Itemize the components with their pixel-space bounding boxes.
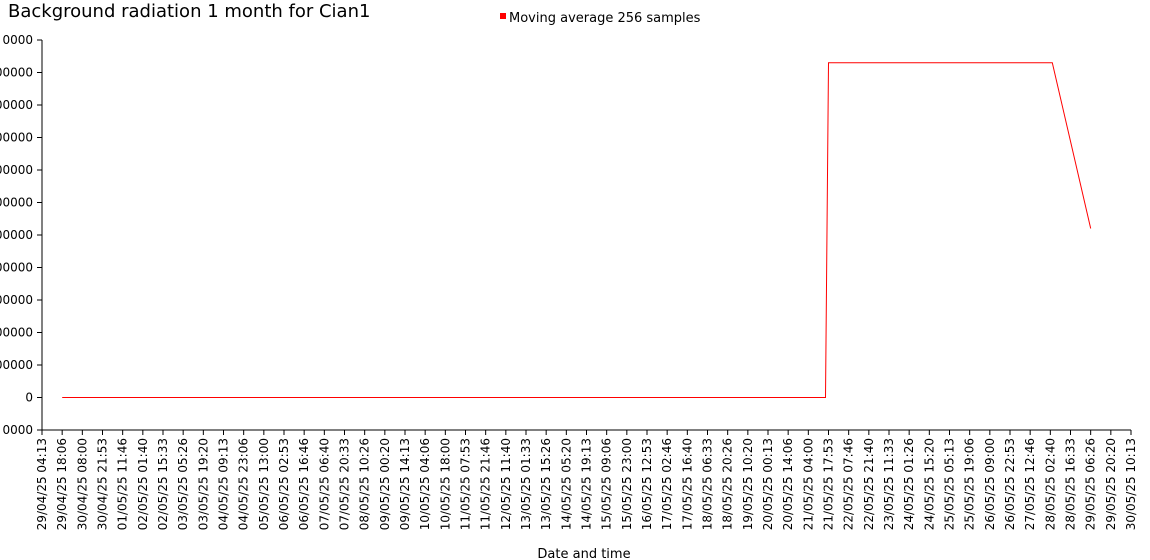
x-tick-label: 10/05/25 18:00 <box>438 438 452 530</box>
x-tick-label: 04/05/25 23:06 <box>237 438 251 530</box>
x-tick-label: 26/05/25 22:53 <box>1003 438 1017 530</box>
x-tick-label: 30/04/25 21:53 <box>96 438 110 530</box>
x-tick-label: 07/05/25 06:40 <box>317 438 331 530</box>
legend-swatch <box>500 13 506 19</box>
x-tick-label: 21/05/25 17:53 <box>822 438 836 530</box>
x-tick-label: 30/05/25 10:13 <box>1124 438 1138 530</box>
x-tick-label: 17/05/25 02:46 <box>660 438 674 530</box>
x-tick-label: 11/05/25 07:53 <box>459 438 473 530</box>
axes <box>41 40 1131 431</box>
x-tick-label: 23/05/25 11:33 <box>882 438 896 530</box>
x-tick-label: 27/05/25 12:46 <box>1023 438 1037 530</box>
x-tick-label: 14/05/25 19:13 <box>580 438 594 530</box>
x-tick-label: 18/05/25 20:26 <box>721 438 735 530</box>
y-axis-ticks: 0000 0000 0000 0000 0000 0000 0000 0000 0000 0000… <box>0 33 42 437</box>
x-tick-label: 22/05/25 07:46 <box>842 438 856 530</box>
legend: Moving average 256 samples <box>500 11 701 26</box>
chart-title: Background radiation 1 month for Cian1 <box>8 1 370 22</box>
x-tick-label: 15/05/25 23:00 <box>620 438 634 530</box>
x-tick-label: 13/05/25 15:26 <box>539 438 553 530</box>
legend-label: Moving average 256 samples <box>509 11 701 26</box>
series-layer <box>62 62 1092 398</box>
y-tick-label: 0000 <box>2 423 33 437</box>
x-tick-label: 20/05/25 00:13 <box>761 438 775 530</box>
x-tick-label: 13/05/25 01:33 <box>519 438 533 530</box>
x-tick-label: 20/05/25 14:06 <box>781 438 795 530</box>
x-tick-label: 29/05/25 06:26 <box>1084 438 1098 530</box>
x-tick-label: 07/05/25 20:33 <box>338 438 352 530</box>
x-axis-label: Date and time <box>537 547 630 560</box>
x-tick-label: 12/05/25 11:40 <box>499 438 513 530</box>
x-tick-label: 05/05/25 13:00 <box>257 438 271 530</box>
x-tick-label: 24/05/25 01:26 <box>902 438 916 530</box>
x-tick-label: 25/05/25 19:06 <box>963 438 977 530</box>
x-tick-label: 21/05/25 04:00 <box>801 438 815 530</box>
y-tick-label: 0 <box>25 391 33 405</box>
x-tick-label: 03/05/25 19:20 <box>196 438 210 530</box>
x-tick-label: 29/04/25 04:13 <box>35 438 49 530</box>
x-tick-label: 04/05/25 09:13 <box>217 438 231 530</box>
x-tick-label: 25/05/25 05:13 <box>943 438 957 530</box>
x-tick-label: 29/05/25 20:20 <box>1104 438 1118 530</box>
series-line <box>62 62 1092 398</box>
x-tick-label: 30/04/25 08:00 <box>75 438 89 530</box>
x-tick-label: 06/05/25 16:46 <box>297 438 311 530</box>
x-tick-label: 22/05/25 21:40 <box>862 438 876 530</box>
x-tick-label: 06/05/25 02:53 <box>277 438 291 530</box>
x-axis-ticks: 29/04/25 04:13 29/04/25 18:06 30/04/25 08:… <box>35 430 1138 530</box>
x-tick-label: 10/05/25 04:06 <box>418 438 432 530</box>
x-tick-label: 26/05/25 09:00 <box>983 438 997 530</box>
x-tick-label: 08/05/25 10:26 <box>358 438 372 530</box>
x-tick-label: 16/05/25 12:53 <box>640 438 654 530</box>
x-tick-label: 28/05/25 16:33 <box>1064 438 1078 530</box>
x-tick-label: 09/05/25 00:20 <box>378 438 392 530</box>
x-tick-label: 29/04/25 18:06 <box>55 438 69 530</box>
x-tick-label: 02/05/25 01:40 <box>136 438 150 530</box>
x-tick-label: 09/05/25 14:13 <box>398 438 412 530</box>
x-tick-label: 11/05/25 21:46 <box>479 438 493 530</box>
x-tick-label: 01/05/25 11:46 <box>116 438 130 530</box>
y-tick-label: 0000 <box>2 33 33 47</box>
x-tick-label: 24/05/25 15:20 <box>922 438 936 530</box>
x-tick-label: 15/05/25 09:06 <box>600 438 614 530</box>
x-tick-label: 28/05/25 02:40 <box>1043 438 1057 530</box>
x-tick-label: 18/05/25 06:33 <box>701 438 715 530</box>
x-tick-label: 19/05/25 10:20 <box>741 438 755 530</box>
x-tick-label: 02/05/25 15:33 <box>156 438 170 530</box>
x-tick-label: 14/05/25 05:20 <box>559 438 573 530</box>
x-tick-label: 17/05/25 16:40 <box>680 438 694 530</box>
x-tick-label: 03/05/25 05:26 <box>176 438 190 530</box>
